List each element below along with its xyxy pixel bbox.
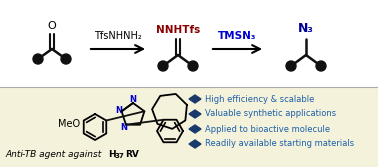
Text: N: N bbox=[115, 106, 122, 115]
Text: High efficiency & scalable: High efficiency & scalable bbox=[205, 95, 314, 104]
Text: Valuable synthetic applications: Valuable synthetic applications bbox=[205, 110, 336, 119]
Circle shape bbox=[188, 61, 198, 71]
Text: H: H bbox=[108, 150, 116, 159]
Text: -TB agent against: -TB agent against bbox=[22, 150, 104, 159]
Polygon shape bbox=[189, 110, 201, 118]
Text: Readily available starting materials: Readily available starting materials bbox=[205, 139, 354, 148]
FancyBboxPatch shape bbox=[0, 87, 378, 167]
Text: RV: RV bbox=[125, 150, 139, 159]
Text: N: N bbox=[130, 96, 136, 105]
Text: 37: 37 bbox=[115, 153, 125, 159]
Circle shape bbox=[286, 61, 296, 71]
Text: NNHTfs: NNHTfs bbox=[156, 25, 200, 35]
Polygon shape bbox=[189, 125, 201, 133]
Text: TfsNHNH₂: TfsNHNH₂ bbox=[94, 31, 142, 41]
Polygon shape bbox=[189, 140, 201, 148]
Text: N: N bbox=[121, 123, 128, 132]
Circle shape bbox=[158, 61, 168, 71]
Text: Applied to bioactive molecule: Applied to bioactive molecule bbox=[205, 125, 330, 133]
Text: O: O bbox=[48, 21, 56, 31]
Text: MeO: MeO bbox=[58, 119, 80, 129]
Polygon shape bbox=[189, 95, 201, 103]
Circle shape bbox=[61, 54, 71, 64]
Circle shape bbox=[316, 61, 326, 71]
Text: Anti: Anti bbox=[5, 150, 23, 159]
Text: N₃: N₃ bbox=[298, 22, 314, 35]
Circle shape bbox=[33, 54, 43, 64]
Text: TMSN₃: TMSN₃ bbox=[218, 31, 256, 41]
